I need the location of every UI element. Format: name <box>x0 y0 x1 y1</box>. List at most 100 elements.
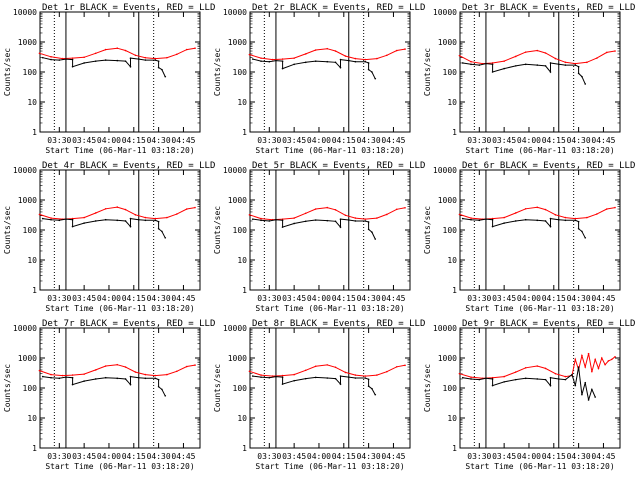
lld-point <box>404 364 406 367</box>
lld-series-line <box>459 49 616 65</box>
y-tick-label: 10000 <box>13 166 37 175</box>
lld-point <box>536 49 539 52</box>
lld-point <box>134 54 137 57</box>
lld-point <box>524 51 527 53</box>
y-tick-label: 1 <box>452 444 457 453</box>
events-point <box>491 384 494 387</box>
lld-point <box>458 213 461 216</box>
lld-point <box>304 212 307 215</box>
lld-point <box>154 374 157 377</box>
events-point <box>116 219 119 222</box>
y-tick-label: 1 <box>242 128 247 137</box>
lld-point <box>71 57 74 59</box>
lld-point <box>124 366 127 368</box>
events-point <box>367 228 370 231</box>
lld-point <box>491 62 494 64</box>
panel-title: Det 1r BLACK = Events, RED = LLD <box>42 3 215 13</box>
events-point <box>374 393 377 396</box>
lld-point <box>144 373 147 376</box>
x-tick-label: 03:30 <box>47 294 71 303</box>
y-axis-label: Counts/sec <box>423 364 432 412</box>
events-point <box>367 62 370 64</box>
y-tick-label: 1000 <box>228 354 247 363</box>
lld-point <box>584 366 587 368</box>
events-point <box>503 222 505 224</box>
lld-point <box>458 372 461 375</box>
y-tick-label: 1000 <box>438 354 457 363</box>
events-point <box>584 83 587 85</box>
lld-point <box>281 374 284 377</box>
events-point <box>549 384 552 387</box>
lld-point <box>458 54 461 57</box>
lld-point <box>134 371 137 373</box>
events-point <box>347 376 350 378</box>
x-tick-label: 04:45 <box>381 136 405 145</box>
events-point <box>470 218 472 221</box>
events-point <box>129 65 132 68</box>
events-point <box>364 60 367 63</box>
y-tick-label: 100 <box>23 384 38 393</box>
y-tick-label: 1000 <box>228 196 247 205</box>
events-point <box>339 58 342 61</box>
y-axis-label: Counts/sec <box>3 364 12 412</box>
events-point <box>571 373 573 376</box>
lld-point <box>544 208 547 211</box>
x-tick-label: 04:45 <box>171 294 195 303</box>
lld-point <box>166 56 168 59</box>
y-tick-label: 1 <box>242 444 247 453</box>
lld-point <box>124 49 127 52</box>
lld-point <box>116 206 119 208</box>
events-point <box>65 376 67 378</box>
lld-point <box>594 358 596 361</box>
events-point <box>544 65 547 67</box>
lld-point <box>544 52 547 54</box>
lld-point <box>304 53 307 55</box>
events-point <box>314 60 317 62</box>
events-point <box>581 393 583 396</box>
lld-point <box>386 370 388 373</box>
events-point <box>161 230 163 233</box>
x-tick-label: 03:30 <box>47 136 71 145</box>
events-point <box>50 58 52 61</box>
y-tick-label: 10 <box>27 414 37 423</box>
lld-point <box>293 217 295 219</box>
plot-frame <box>39 169 201 291</box>
y-tick-label: 10 <box>447 256 457 265</box>
events-point <box>584 381 587 384</box>
lld-point <box>194 364 196 366</box>
panel-title: Det 7r BLACK = Events, RED = LLD <box>42 319 215 329</box>
events-point <box>514 65 517 67</box>
events-point <box>557 218 560 221</box>
events-point <box>339 66 342 69</box>
lld-point <box>503 216 505 219</box>
events-point <box>591 388 593 391</box>
events-point <box>144 219 147 222</box>
events-point <box>503 381 505 383</box>
events-point <box>50 376 52 379</box>
lld-point <box>293 57 295 59</box>
events-point <box>104 376 107 379</box>
y-tick-label: 1000 <box>18 196 37 205</box>
events-point <box>65 218 67 220</box>
events-point <box>524 63 527 66</box>
events-point <box>470 63 472 66</box>
x-tick-label: 04:15 <box>542 294 566 303</box>
x-tick-label: 03:45 <box>72 136 96 145</box>
lld-point <box>314 365 317 368</box>
lld-point <box>194 206 196 209</box>
lld-point <box>376 217 378 219</box>
lld-point <box>354 217 357 219</box>
events-point <box>124 60 127 62</box>
x-tick-label: 04:30 <box>357 452 381 461</box>
events-point <box>491 378 494 380</box>
lld-point <box>491 376 494 379</box>
lld-point <box>260 57 262 59</box>
events-point <box>549 217 552 220</box>
lld-point <box>554 214 557 216</box>
events-point <box>577 72 580 75</box>
lld-point <box>94 212 97 214</box>
events-point <box>129 217 132 220</box>
x-tick-label: 03:30 <box>257 452 281 461</box>
lld-series-line <box>459 206 616 220</box>
events-point <box>461 62 464 64</box>
